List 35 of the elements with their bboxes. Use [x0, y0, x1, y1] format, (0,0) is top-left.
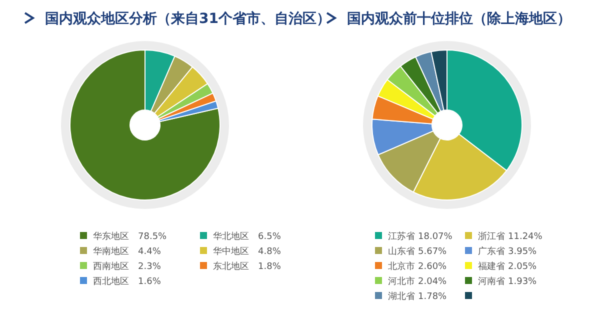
data-label: 4.4% [138, 247, 162, 257]
legend-label: 华北地区 [213, 231, 249, 242]
legend-label: 东北地区 [213, 261, 249, 272]
legend-label: 华中地区 [213, 246, 249, 257]
legend-label: 浙江省 [478, 231, 505, 242]
data-label: 2.05% [508, 262, 538, 272]
chart-title: 国内观众地区分析（来自31个省市、自治区） [45, 10, 330, 27]
legend-label: 广东省 [478, 246, 505, 257]
legend-label: 西南地区 [93, 261, 129, 272]
data-label: 1.8% [258, 262, 282, 272]
data-label: 78.5% [138, 232, 168, 242]
data-label: 2.04% [418, 277, 448, 287]
data-label: 1.78% [418, 292, 448, 302]
data-label: 6.5% [258, 232, 282, 242]
legend-label: 江苏省 [388, 231, 415, 242]
data-label: 5.67% [418, 247, 448, 257]
data-label: 3.95% [508, 247, 538, 257]
data-label: 11.24% [508, 232, 543, 242]
data-label: 2.3% [138, 262, 162, 272]
chart-title: 国内观众前十位排位（除上海地区） [347, 11, 571, 27]
data-label: 1.93% [508, 277, 538, 287]
legend-label: 华东地区 [93, 231, 129, 242]
data-label: 18.07% [418, 232, 453, 242]
legend-label: 西北地区 [93, 276, 129, 287]
donut-slice [70, 50, 220, 200]
legend-label: 河北市 [388, 276, 415, 287]
legend-label: 山东省 [388, 246, 415, 257]
legend-label: 湖北省 [388, 291, 415, 302]
legend-label: 北京市 [388, 261, 415, 272]
legend-label: 华南地区 [93, 246, 129, 257]
data-label: 4.8% [258, 247, 282, 257]
legend-label: 福建省 [478, 261, 505, 272]
legend-label: 河南省 [478, 276, 505, 287]
data-label: 2.60% [418, 262, 448, 272]
data-label: 1.6% [138, 277, 162, 287]
